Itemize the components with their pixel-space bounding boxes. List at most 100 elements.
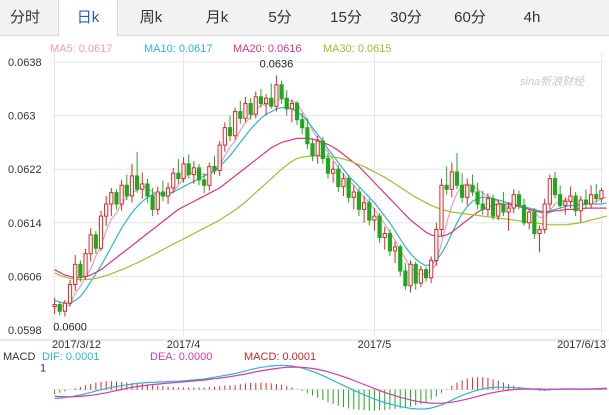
- candle-body: [104, 203, 109, 217]
- candle-body: [284, 97, 289, 110]
- candle-body: [150, 195, 155, 210]
- candle-body: [114, 192, 119, 205]
- candle-body: [408, 263, 413, 287]
- y-tick-label: 0.0606: [8, 271, 42, 283]
- candle-body: [233, 111, 238, 137]
- candle-body: [248, 103, 253, 115]
- candle-body: [73, 263, 78, 285]
- candle-body: [57, 304, 62, 312]
- candle-body: [186, 163, 191, 176]
- candle-body: [418, 269, 423, 284]
- ma10-legend: MA10: 0.0617: [144, 43, 213, 55]
- candle-body: [331, 168, 336, 174]
- candle-body: [563, 200, 568, 206]
- candle-body: [403, 270, 408, 287]
- candle-body: [300, 119, 305, 129]
- candle-body: [351, 191, 356, 198]
- candle-body: [67, 283, 73, 304]
- tab-8[interactable]: 60分: [454, 9, 486, 26]
- candle-body: [392, 246, 398, 252]
- candle-body: [583, 199, 589, 205]
- candle-body: [527, 211, 532, 224]
- candle-body: [83, 253, 88, 277]
- candle-body: [532, 211, 537, 235]
- candle-body: [119, 184, 124, 205]
- y-tick-label: 0.0622: [8, 164, 42, 176]
- macd-y-tick: 1: [40, 362, 46, 374]
- candle-body: [356, 191, 362, 210]
- candle-body: [269, 97, 274, 107]
- candle-body: [320, 140, 325, 159]
- candle-body: [294, 103, 300, 121]
- candle-body: [202, 179, 207, 186]
- tab-7[interactable]: 30分: [390, 9, 422, 26]
- x-tick-label: 2017/3/12: [52, 339, 101, 351]
- candle-body: [78, 263, 83, 277]
- dif-line: [54, 364, 607, 410]
- candle-body: [176, 172, 181, 180]
- candle-body: [542, 203, 547, 230]
- candle-body: [594, 194, 599, 200]
- candle-body: [135, 175, 140, 190]
- candle-body: [387, 233, 393, 252]
- candle-body: [124, 184, 129, 197]
- ma5-legend: MA5: 0.0617: [50, 43, 113, 55]
- candle-body: [129, 175, 135, 197]
- candle-body: [88, 234, 93, 255]
- candle-body: [305, 127, 310, 145]
- candle-body: [599, 190, 604, 200]
- candle-body: [423, 269, 429, 279]
- x-tick-label: 2017/6/13: [557, 339, 606, 351]
- candle-body: [346, 178, 351, 198]
- candle-body: [238, 111, 243, 119]
- candle-body: [578, 199, 583, 212]
- watermark-logo: sina新浪财经: [520, 75, 585, 88]
- candle-body: [398, 246, 403, 272]
- candle-body: [140, 183, 145, 190]
- candle-body: [315, 140, 320, 157]
- candle-body: [145, 183, 150, 197]
- candle-body: [227, 127, 233, 137]
- candle-body: [98, 215, 104, 249]
- candle-body: [558, 194, 563, 206]
- ma30-line: [54, 155, 607, 281]
- candle-body: [222, 127, 227, 146]
- tab-3[interactable]: 周k: [139, 9, 163, 26]
- candle-body: [165, 187, 171, 197]
- candle-body: [258, 96, 264, 105]
- candle-body: [160, 191, 166, 197]
- candle-body: [279, 84, 284, 99]
- tab-2[interactable]: 日k: [58, 0, 118, 37]
- candle-body: [429, 259, 434, 279]
- low-price-annotation: 0.0600: [53, 322, 87, 334]
- y-tick-label: 0.0638: [8, 57, 42, 69]
- candle-body: [537, 229, 542, 235]
- candle-body: [552, 178, 558, 196]
- tab-6[interactable]: 15分: [330, 9, 362, 26]
- candle-body: [253, 96, 258, 115]
- candle-body: [449, 171, 454, 190]
- tab-5[interactable]: 5分: [268, 9, 292, 26]
- tab-1[interactable]: 分时: [9, 9, 40, 26]
- candle-body: [109, 192, 114, 205]
- y-tick-label: 0.0614: [8, 218, 42, 230]
- tab-4[interactable]: 月k: [205, 9, 229, 26]
- candle-body: [516, 194, 521, 206]
- candle-body: [289, 103, 294, 110]
- period-tab-bar: 分时 日k 周k 月k 5分 15分 30分 60分 4h: [0, 0, 609, 37]
- candle-body: [93, 234, 98, 249]
- candle-body: [485, 198, 491, 210]
- candle-body: [465, 184, 470, 198]
- y-tick-label: 0.063: [8, 111, 36, 123]
- candle-body: [547, 178, 552, 205]
- dea-legend: DEA: 0.0000: [150, 351, 213, 363]
- candle-body: [377, 215, 382, 239]
- candle-body: [263, 97, 269, 105]
- candle-body: [454, 171, 460, 186]
- tab-9[interactable]: 4h: [523, 9, 541, 26]
- dea-line: [54, 366, 607, 404]
- candle-body: [62, 302, 67, 312]
- candle-body: [310, 143, 315, 157]
- candle-body: [506, 207, 511, 213]
- candle-body: [155, 191, 160, 210]
